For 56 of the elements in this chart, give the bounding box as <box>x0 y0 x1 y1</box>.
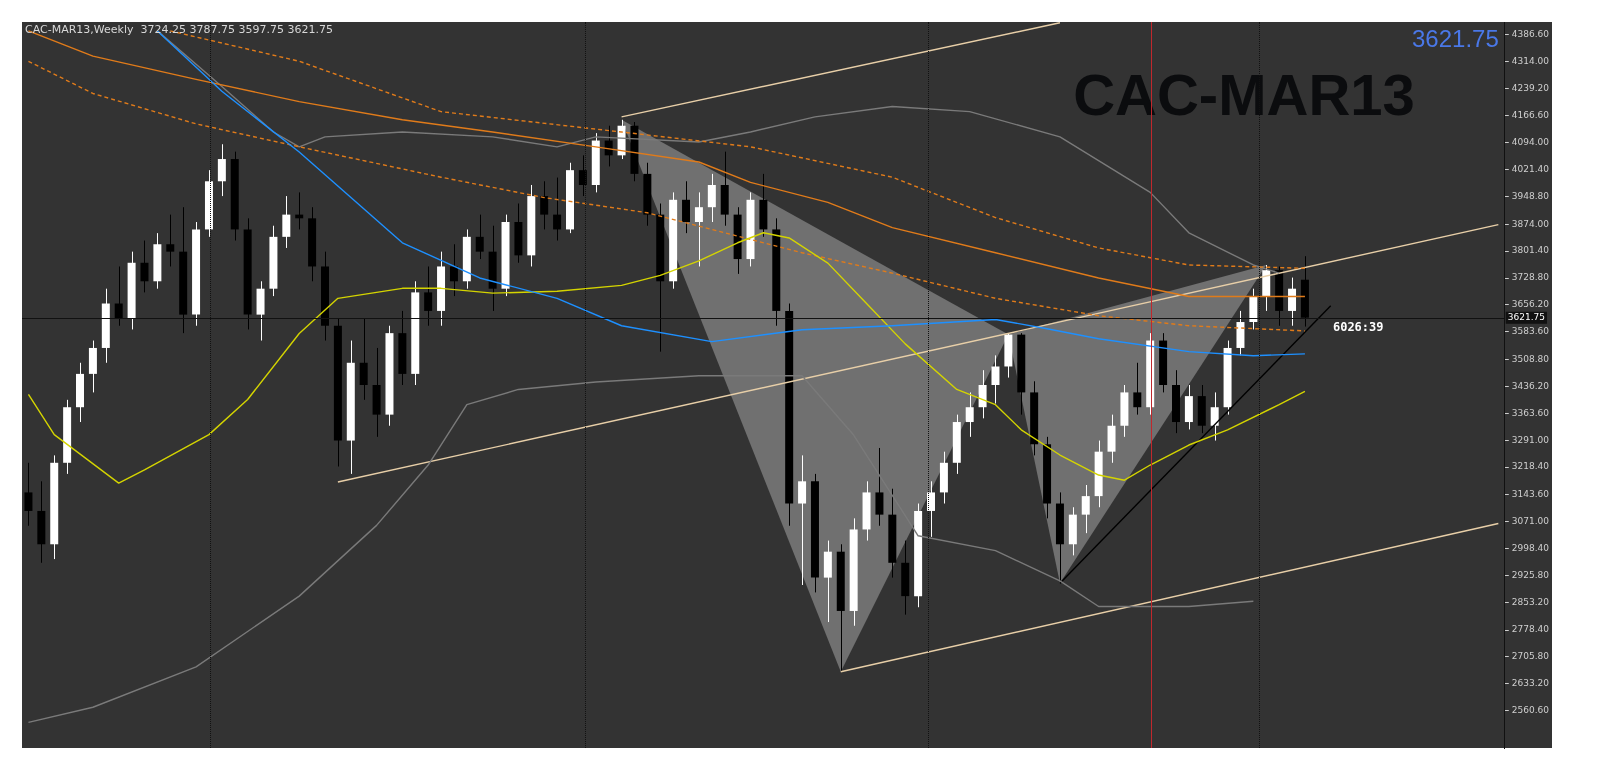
candlestick <box>965 391 974 438</box>
y-tick-label: 3656.20 <box>1511 299 1550 310</box>
y-tick-label: 2778.40 <box>1511 624 1550 635</box>
candlestick <box>1288 277 1297 327</box>
candlestick <box>578 154 587 197</box>
y-tick-label: 2705.80 <box>1511 651 1550 662</box>
y-tick-label: 3874.00 <box>1511 218 1550 229</box>
y-tick-label: 4166.60 <box>1511 110 1550 121</box>
y-tick-label: 2853.20 <box>1511 596 1550 607</box>
annotation: 3621.75 <box>1412 24 1499 52</box>
candlestick <box>682 180 691 234</box>
y-tick-label: 4239.20 <box>1511 83 1550 94</box>
candlestick <box>359 317 368 401</box>
candlestick <box>553 177 562 242</box>
y-tick-label: 3508.80 <box>1511 353 1550 364</box>
annotation: 6026:39 <box>1332 319 1384 334</box>
y-tick-label: 3801.40 <box>1511 245 1550 256</box>
y-tick-label: 3291.00 <box>1511 434 1550 445</box>
y-tick-label: 4021.40 <box>1511 163 1550 174</box>
candlestick <box>140 240 149 293</box>
y-tick-label: 2925.80 <box>1511 569 1550 580</box>
y-tick-label: 3143.60 <box>1511 489 1550 500</box>
y-tick-label: 2998.40 <box>1511 542 1550 553</box>
candlestick <box>1133 362 1142 416</box>
candlestick <box>166 214 175 267</box>
candlestick <box>424 265 433 327</box>
candlestick <box>694 191 703 267</box>
y-tick-label: 4314.00 <box>1511 55 1550 66</box>
y-tick-label: 3583.60 <box>1511 326 1550 337</box>
y-tick-label: 3948.80 <box>1511 190 1550 201</box>
candlestick <box>24 462 33 527</box>
candlestick <box>475 214 484 260</box>
y-tick-label: 2560.60 <box>1511 705 1550 716</box>
candlestick <box>991 354 1000 405</box>
y-tick-label: 4386.60 <box>1511 28 1550 39</box>
candlestick <box>1081 484 1090 534</box>
y-tick-label: 2633.20 <box>1511 678 1550 689</box>
y-tick-label: 3071.00 <box>1511 516 1550 527</box>
chart-title: CAC-MAR13,Weekly 3724.25 3787.75 3597.75 3621.75 <box>25 23 333 37</box>
candlestick <box>927 480 936 538</box>
y-tick-label: 3363.60 <box>1511 407 1550 418</box>
candlestick <box>217 143 226 197</box>
candlestick <box>875 447 884 527</box>
y-tick-label: 4094.00 <box>1511 137 1550 148</box>
candlestick <box>707 173 716 223</box>
candlestick <box>449 243 458 297</box>
ref-line-label: 3621.75 <box>1507 312 1545 323</box>
candlestick <box>798 454 807 586</box>
y-tick-label: 3436.20 <box>1511 380 1550 391</box>
candlestick <box>540 180 549 230</box>
y-tick-label: 3728.80 <box>1511 272 1550 283</box>
y-tick-label: 3218.40 <box>1511 461 1550 472</box>
candlestick <box>978 369 987 419</box>
candlestick <box>1210 391 1219 442</box>
candlestick <box>114 265 123 327</box>
candlestick <box>282 195 291 249</box>
